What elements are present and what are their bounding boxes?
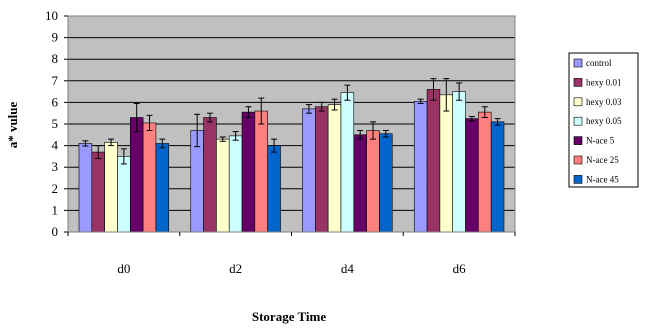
y-tick-label: 5 bbox=[52, 116, 59, 131]
y-tick-label: 7 bbox=[52, 73, 59, 88]
bar bbox=[142, 122, 157, 233]
legend-swatch bbox=[573, 155, 583, 165]
y-tick-label: 4 bbox=[52, 138, 59, 153]
legend-label: N-ace 5 bbox=[586, 136, 615, 146]
bar bbox=[129, 117, 144, 233]
legend-swatch bbox=[573, 78, 583, 87]
x-category-label: d2 bbox=[229, 261, 242, 276]
bar bbox=[302, 108, 316, 233]
x-category-labels: d0 d2 d4 d6 bbox=[117, 261, 466, 276]
bar bbox=[426, 89, 441, 233]
x-category-label: d0 bbox=[117, 261, 130, 276]
bar bbox=[155, 143, 170, 233]
y-tick-label: 1 bbox=[52, 202, 59, 217]
legend-swatch bbox=[573, 58, 583, 68]
bar bbox=[117, 156, 131, 233]
y-tick-label: 9 bbox=[52, 30, 59, 45]
y-tick-label: 8 bbox=[52, 51, 59, 66]
bar bbox=[366, 130, 380, 233]
legend-swatch bbox=[573, 116, 583, 126]
y-axis-title: a* vulue bbox=[5, 101, 20, 148]
bars bbox=[78, 89, 505, 233]
bar bbox=[478, 111, 492, 233]
legend-swatch bbox=[573, 97, 583, 107]
x-category-label: d6 bbox=[453, 261, 467, 276]
bar bbox=[439, 94, 454, 233]
bar bbox=[91, 151, 105, 233]
y-tick-label: 0 bbox=[52, 224, 59, 239]
legend-label: N-ace 45 bbox=[586, 174, 619, 184]
legend-label: hexy 0.01 bbox=[586, 77, 622, 87]
bar bbox=[203, 117, 217, 233]
y-tick-label: 3 bbox=[52, 159, 59, 174]
bar bbox=[254, 110, 268, 233]
legend-label: N-ace 25 bbox=[586, 155, 619, 165]
x-category-label: d4 bbox=[341, 261, 355, 276]
legend-swatch bbox=[573, 136, 583, 145]
bar bbox=[413, 101, 428, 233]
bar bbox=[379, 133, 393, 233]
error-bars bbox=[82, 78, 501, 165]
x-axis-title: Storage Time bbox=[252, 309, 326, 324]
bar bbox=[353, 134, 367, 233]
bar bbox=[241, 111, 256, 233]
y-tick-label: 10 bbox=[45, 8, 58, 23]
legend: control hexy 0.01 hexy 0.03 hexy 0.05 N-ace … bbox=[568, 52, 639, 188]
y-tick-labels: 0 1 2 3 4 5 6 7 8 9 10 bbox=[45, 8, 59, 239]
y-tick-label: 6 bbox=[52, 94, 59, 109]
y-tick-label: 2 bbox=[52, 181, 59, 196]
bar bbox=[465, 118, 479, 233]
bar bbox=[490, 121, 505, 233]
bar bbox=[78, 143, 93, 233]
bar bbox=[228, 135, 243, 233]
legend-label: hexy 0.05 bbox=[586, 116, 622, 126]
legend-label: control bbox=[586, 58, 612, 68]
axes bbox=[64, 15, 516, 236]
bar bbox=[340, 92, 355, 233]
bar bbox=[104, 142, 118, 233]
bar bbox=[327, 104, 342, 233]
bar bbox=[452, 91, 466, 233]
bar bbox=[216, 138, 230, 233]
legend-label: hexy 0.03 bbox=[586, 97, 622, 107]
bar bbox=[267, 145, 281, 233]
bar bbox=[315, 106, 329, 233]
legend-swatch bbox=[573, 175, 583, 184]
